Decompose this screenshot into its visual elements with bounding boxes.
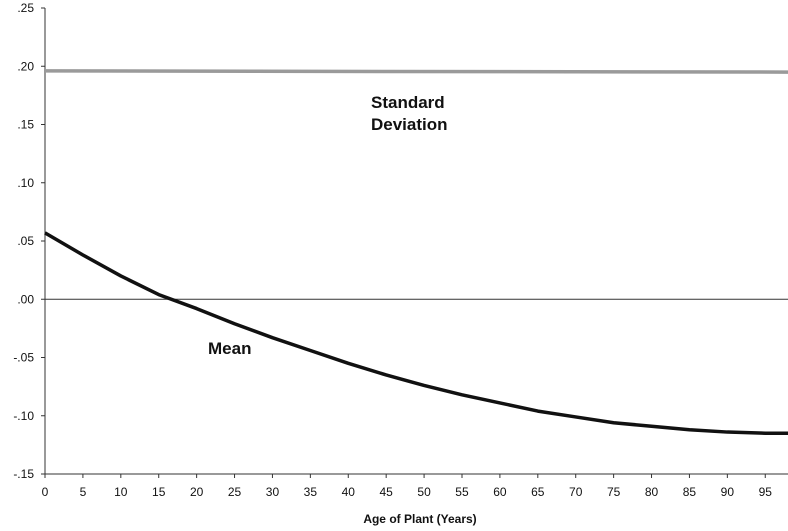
x-tick-label: 10	[114, 485, 128, 499]
x-tick-label: 95	[759, 485, 773, 499]
y-tick-label: .05	[17, 234, 34, 248]
x-tick-label: 40	[342, 485, 356, 499]
y-tick-label: -.10	[13, 409, 34, 423]
y-tick-label: .15	[17, 118, 34, 132]
x-tick-label: 25	[228, 485, 242, 499]
x-tick-label: 85	[683, 485, 697, 499]
x-axis-title: Age of Plant (Years)	[363, 512, 476, 526]
standard-deviation-label: Standard Deviation	[371, 93, 448, 134]
x-tick-label: 60	[493, 485, 507, 499]
x-tick-label: 55	[455, 485, 469, 499]
x-tick-label: 0	[42, 485, 49, 499]
x-tick-label: 30	[266, 485, 280, 499]
y-tick-label: .20	[17, 59, 34, 73]
x-tick-label: 70	[569, 485, 583, 499]
x-tick-label: 50	[417, 485, 431, 499]
y-tick-label: -.05	[13, 351, 34, 365]
x-tick-label: 5	[80, 485, 87, 499]
y-tick-label: -.15	[13, 467, 34, 481]
x-tick-label: 80	[645, 485, 659, 499]
x-tick-label: 35	[304, 485, 318, 499]
y-tick-label: .10	[17, 176, 34, 190]
standard-deviation-line	[44, 69, 788, 74]
x-tick-label: 45	[379, 485, 393, 499]
x-tick-label: 20	[190, 485, 204, 499]
x-tick-label: 65	[531, 485, 545, 499]
x-tick-label: 90	[721, 485, 735, 499]
x-tick-label: 15	[152, 485, 166, 499]
y-tick-label: .25	[17, 1, 34, 15]
x-tick-label: 75	[607, 485, 621, 499]
mean-label: Mean	[208, 339, 251, 358]
mean-line	[44, 231, 788, 435]
y-tick-label: .00	[17, 292, 34, 306]
